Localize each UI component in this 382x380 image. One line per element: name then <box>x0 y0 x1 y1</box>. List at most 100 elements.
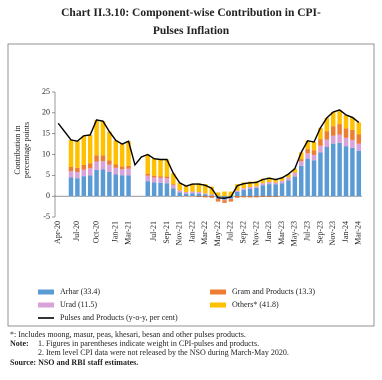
x-tick-label: Mar-23 <box>277 221 286 245</box>
bar-segment <box>119 166 125 170</box>
chart-frame <box>7 43 375 327</box>
bar-segment <box>75 141 80 168</box>
bar-segment <box>356 134 362 144</box>
bar-segment <box>311 154 317 161</box>
bar-segment <box>87 163 93 169</box>
bar-segment <box>260 178 266 184</box>
bar-segment <box>286 174 291 178</box>
bar-segment <box>254 196 259 198</box>
bar-segment <box>81 169 87 177</box>
bar-segment <box>337 124 342 135</box>
y-axis-label: percentage points <box>22 122 31 178</box>
bar-segment <box>81 176 87 197</box>
bar-segment <box>241 196 246 198</box>
x-tick-label: Jul-22 <box>226 221 235 241</box>
bar-segment <box>100 169 106 197</box>
bar-segment <box>215 199 221 202</box>
bar-segment <box>356 122 362 135</box>
bar-segment <box>158 159 163 177</box>
bar-segment <box>267 196 272 197</box>
bar-segment <box>126 168 131 176</box>
bar-segment <box>318 145 323 153</box>
bar-segment <box>113 140 118 165</box>
x-tick-label: Jul-23 <box>302 221 311 241</box>
bar-segment <box>183 185 189 192</box>
bar-segment <box>311 142 317 151</box>
bar-segment <box>107 164 112 172</box>
legend-swatch <box>38 289 54 295</box>
bar-segment <box>337 134 342 143</box>
bar-segment <box>177 182 182 191</box>
y-tick-label: -5 <box>43 212 50 221</box>
bar-segment <box>235 196 240 198</box>
x-tick-label: Jan-22 <box>187 221 196 242</box>
bar-segment <box>337 109 342 125</box>
bar-segment <box>126 165 131 169</box>
bar-segment <box>68 171 74 178</box>
bar-segment <box>299 165 304 197</box>
x-tick-label: Sep-21 <box>162 221 171 244</box>
bar-segment <box>305 153 310 159</box>
bar-segment <box>267 182 272 185</box>
bar-segment <box>68 139 74 167</box>
bar-segment <box>164 159 170 177</box>
y-tick-label: 25 <box>42 87 50 96</box>
x-tick-label: Jan-24 <box>341 221 350 242</box>
x-tick-label: Sep-22 <box>239 221 248 244</box>
bar-segment <box>164 178 170 184</box>
bar-segment <box>94 119 99 156</box>
bar-segment <box>350 117 355 130</box>
bar-segment <box>126 141 131 166</box>
bar-segment <box>209 194 214 196</box>
x-tick-label: Jul-21 <box>149 221 158 241</box>
bar-segment <box>247 196 253 198</box>
footnote: *: Includes moong, masur, peas, khesari,… <box>10 330 246 339</box>
bar-segment <box>305 149 310 154</box>
bar-segment <box>235 192 240 197</box>
bar-segment <box>305 140 310 150</box>
legend-label: Pulses and Products (y-o-y, per cent) <box>60 313 178 322</box>
bar-segment <box>119 169 125 176</box>
bar-segment <box>267 184 272 197</box>
bar-segment <box>190 193 195 197</box>
bar-segment <box>164 176 170 179</box>
x-tick-label: Sep-23 <box>315 221 324 244</box>
bar-segment <box>94 161 99 170</box>
x-tick-label: Mar-24 <box>354 221 363 245</box>
y-tick-label: 0 <box>46 191 50 200</box>
bar-segment <box>241 182 246 189</box>
bar-segment <box>177 192 182 197</box>
bar-segment <box>100 121 106 156</box>
bar-segment <box>324 131 330 140</box>
bar-segment <box>235 190 240 192</box>
x-tick-label: Apr-20 <box>53 221 62 244</box>
bar-segment <box>158 177 163 183</box>
bar-segment <box>260 183 266 186</box>
bar-segment <box>75 178 80 197</box>
bar-segment <box>286 180 291 197</box>
bar-segment <box>177 190 182 193</box>
x-tick-label: Jan-21 <box>111 221 120 242</box>
bar-segment <box>183 192 189 194</box>
bar-segment <box>254 186 259 188</box>
bar-segment <box>87 175 93 197</box>
bar-segment <box>222 191 227 197</box>
bar-segment <box>171 173 176 185</box>
bar-segment <box>158 176 163 178</box>
bar-segment <box>68 177 74 197</box>
line-series <box>57 109 360 199</box>
bar-segment <box>145 175 150 182</box>
bar-segment <box>254 181 259 187</box>
bar-segment <box>318 152 323 197</box>
bar-segment <box>158 182 163 197</box>
bar-segment <box>343 114 349 129</box>
bar-segment <box>350 147 355 197</box>
bar-segment <box>107 172 112 197</box>
bar-segment <box>75 167 80 172</box>
bar-segment <box>350 129 355 140</box>
bar-segment <box>209 195 214 197</box>
bar-segment <box>267 177 272 182</box>
bar-segment <box>292 172 298 177</box>
x-tick-label: Nov-21 <box>175 221 184 245</box>
bar-segment <box>299 159 304 162</box>
